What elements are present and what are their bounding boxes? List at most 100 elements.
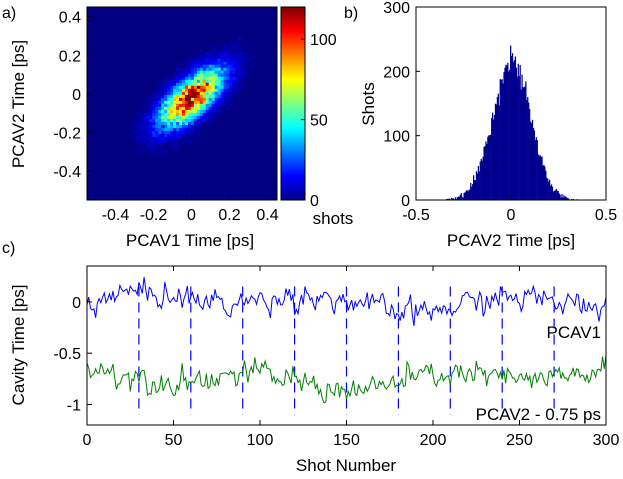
heatmap-cell [182,106,186,110]
heatmap-cell [238,88,242,92]
histogram-bar [529,109,531,200]
heatmap-cell [205,61,210,65]
heatmap-cell [170,106,174,110]
heatmap-y-tick-label: 0.4 [59,10,81,27]
heatmap-cell [187,82,192,86]
heatmap-cell [155,142,159,147]
heatmap-cell [196,124,201,129]
heatmap-cell [179,91,183,95]
heatmap-cell [184,106,189,110]
heatmap-cell [146,115,150,119]
heatmap-cell [152,130,156,135]
heatmap-cell [196,73,201,77]
heatmap-cell [211,88,216,92]
histogram-bar [536,140,538,200]
heatmap-cell [173,118,177,122]
heatmap-cell [202,94,207,98]
heatmap-cell [182,61,186,65]
histogram-bar [545,170,547,200]
heatmap-cell [164,124,168,129]
heatmap-cell [196,64,201,68]
heatmap-cell [176,121,180,126]
heatmap-cell [187,91,192,95]
heatmap-cell [235,55,239,59]
histogram-bar [522,87,524,200]
heatmap-cell [220,82,224,86]
heatmap-cell [217,55,221,59]
heatmap-cell [235,85,239,89]
heatmap-cell [229,58,233,62]
heatmap-cell [196,94,201,98]
heatmap-cell [176,136,180,141]
panel-c-label: c) [2,240,15,257]
heatmap-cell [217,103,221,107]
heatmap-cell [235,46,239,50]
heatmap-cell [149,106,153,110]
heatmap-cell [235,88,239,92]
heatmap-cell [155,106,159,110]
histogram-bar [454,197,457,200]
heatmap-cell [179,94,183,98]
heatmap-cell [223,103,227,107]
heatmap-cell [155,100,159,104]
heatmap-cell [161,112,165,116]
heatmap-cell [149,115,153,119]
heatmap-cell [149,142,153,147]
heatmap-ticks: -0.4 -0.2 0 0.2 0.4 0.4 0.2 0 -0.2 -0.4 [53,10,278,224]
heatmap-cell [182,79,186,83]
heatmap-cell [223,97,227,101]
heatmap-cell [167,118,171,122]
heatmap-cell [220,100,224,104]
histogram-bar [524,86,526,200]
heatmap-cell [235,58,239,62]
heatmap-cell [229,55,233,59]
heatmap-cell [155,130,159,135]
histogram-bar [470,183,472,200]
heatmap-cell [226,46,230,50]
heatmap-cell [179,118,183,122]
heatmap-cell [208,67,213,71]
histogram-x-tick-label: -0.5 [402,207,430,224]
heatmap-cell [173,109,177,113]
histogram-bar [520,89,522,200]
series-label-pcav1: PCAV1 [547,323,602,342]
histogram-bar [564,196,566,200]
heatmap-cell [184,121,189,126]
heatmap-cell [161,130,165,135]
heatmap-cell [149,112,153,116]
histogram-bar [551,186,554,200]
heatmap-cell [170,121,174,126]
histogram-bar [503,72,505,200]
heatmap-cell [193,121,198,126]
heatmap-cell [238,55,242,59]
heatmap-cell [158,91,162,95]
histogram-bar [515,67,517,201]
heatmap-cell [235,40,239,44]
heatmap-cell [149,145,153,150]
heatmap-cell [226,52,230,56]
heatmap-cell [214,82,219,86]
heatmap-cell [211,76,216,80]
heatmap-cell [253,61,257,65]
heatmap-cell [161,115,165,119]
heatmap-cell [220,91,224,95]
heatmap-cell [146,124,150,129]
heatmap-cell [152,91,156,95]
heatmap-cell [193,82,198,86]
heatmap-cell [208,70,213,74]
heatmap-cell [214,43,219,47]
heatmap-cell [193,115,198,119]
heatmap-cell [158,136,162,141]
heatmap-cell [205,52,210,56]
heatmap-cell [199,58,204,62]
heatmap-cell [211,109,216,113]
heatmap-cell [176,133,180,138]
heatmap-cell [226,55,230,59]
heatmap-cell [161,94,165,98]
heatmap-cell [167,79,171,83]
heatmap-cell [235,67,239,71]
heatmap-x-axis-label: PCAV1 Time [ps] [126,231,254,250]
heatmap-cell [134,139,138,144]
heatmap-cell [179,82,183,86]
heatmap-cell [187,106,192,110]
